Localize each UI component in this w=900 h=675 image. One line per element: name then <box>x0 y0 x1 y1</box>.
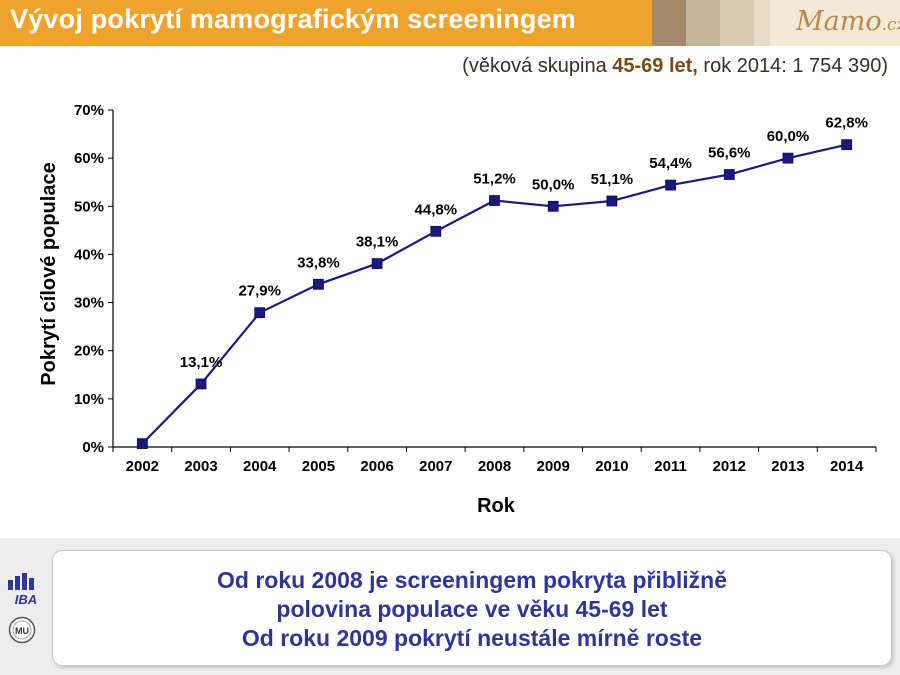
iba-logo-icon: IBA <box>8 573 37 606</box>
data-point <box>841 139 853 151</box>
callout-line-3: Od roku 2009 pokrytí neustále mírně rost… <box>241 625 703 651</box>
data-point <box>489 195 500 206</box>
y-axis-label: Pokrytí cílové populace <box>38 162 60 385</box>
swatch-4 <box>754 0 770 46</box>
subtitle: (věková skupina 45-69 let, rok 2014: 1 7… <box>462 55 888 77</box>
header-decoration <box>652 0 900 46</box>
x-tick-label: 2009 <box>537 458 570 475</box>
data-point <box>136 438 148 450</box>
y-tick-label: 70% <box>74 102 104 119</box>
y-tick-label: 0% <box>82 439 104 456</box>
swatch-3 <box>720 0 754 46</box>
data-point <box>195 378 207 390</box>
data-label: 56,6% <box>708 145 751 162</box>
data-point <box>782 152 794 164</box>
data-point <box>254 307 266 319</box>
swatch-1 <box>652 0 686 46</box>
coverage-line-chart: 0% 10% 20% 30% 40% 50% 60% 70% 2002 2003 2004 2005… <box>38 102 877 517</box>
x-axis: 2002 2003 2004 2005 2006 2007 2008 2009 2010 2011… <box>112 446 877 475</box>
data-point <box>723 169 735 180</box>
callout-line-2: polovina populace ve věku 45-69 let <box>276 596 668 622</box>
data-label: 54,4% <box>649 155 692 172</box>
x-tick-label: 2004 <box>243 458 277 475</box>
y-axis: 0% 10% 20% 30% 40% 50% 60% 70% <box>74 102 114 456</box>
data-point <box>313 278 324 290</box>
data-label: 33,8% <box>297 254 340 271</box>
y-tick-label: 30% <box>74 295 104 312</box>
x-tick-label: 2002 <box>126 458 159 475</box>
x-tick-label: 2012 <box>713 458 746 475</box>
x-tick-label: 2014 <box>830 458 864 475</box>
x-tick-label: 2008 <box>478 458 511 475</box>
x-axis-label: Rok <box>477 495 516 517</box>
y-tick-label: 40% <box>74 246 104 263</box>
data-point <box>430 225 442 237</box>
swatch-2 <box>686 0 720 46</box>
masaryk-university-seal-icon: MU <box>8 616 36 644</box>
data-point <box>371 258 383 269</box>
mamo-logo <box>770 0 900 46</box>
data-point <box>606 195 618 207</box>
y-tick-label: 60% <box>74 150 104 167</box>
callout-line-1: Od roku 2008 je screeningem pokryta přib… <box>216 567 727 593</box>
summary-callout: Od roku 2008 je screeningem pokryta přib… <box>52 550 892 666</box>
series-coverage: 13,1% 27,9% 33,8% 38,1% 44,8% 51,2% 50,0% 51,1%… <box>136 115 868 450</box>
data-label: 13,1% <box>180 354 223 371</box>
x-tick-label: 2005 <box>302 458 335 475</box>
data-point <box>547 200 559 212</box>
iba-logo-text: IBA <box>15 592 37 606</box>
x-tick-label: 2006 <box>360 458 393 475</box>
title-band <box>0 0 652 46</box>
mu-logo-text: MU <box>15 626 29 636</box>
y-tick-label: 20% <box>74 343 104 360</box>
data-label: 27,9% <box>238 283 281 300</box>
mamo-logo-text: Mamo.cz <box>796 6 900 37</box>
data-label: 60,0% <box>767 128 810 145</box>
data-point <box>665 179 676 191</box>
x-tick-label: 2011 <box>654 458 687 475</box>
x-tick-label: 2007 <box>419 458 452 475</box>
x-tick-label: 2010 <box>595 458 628 475</box>
x-tick-label: 2003 <box>184 458 217 475</box>
data-label: 50,0% <box>532 176 575 193</box>
header-bar: Vývoj pokrytí mamografickým screeningem … <box>0 0 900 46</box>
data-label: 38,1% <box>356 234 399 251</box>
data-label: 62,8% <box>825 115 868 132</box>
data-label: 51,1% <box>591 171 634 188</box>
data-label: 44,8% <box>415 201 458 218</box>
y-tick-label: 50% <box>74 198 104 215</box>
y-tick-label: 10% <box>74 391 104 408</box>
page-title: Vývoj pokrytí mamografickým screeningem <box>10 4 577 34</box>
data-label: 51,2% <box>473 171 516 188</box>
x-tick-label: 2013 <box>771 458 804 475</box>
